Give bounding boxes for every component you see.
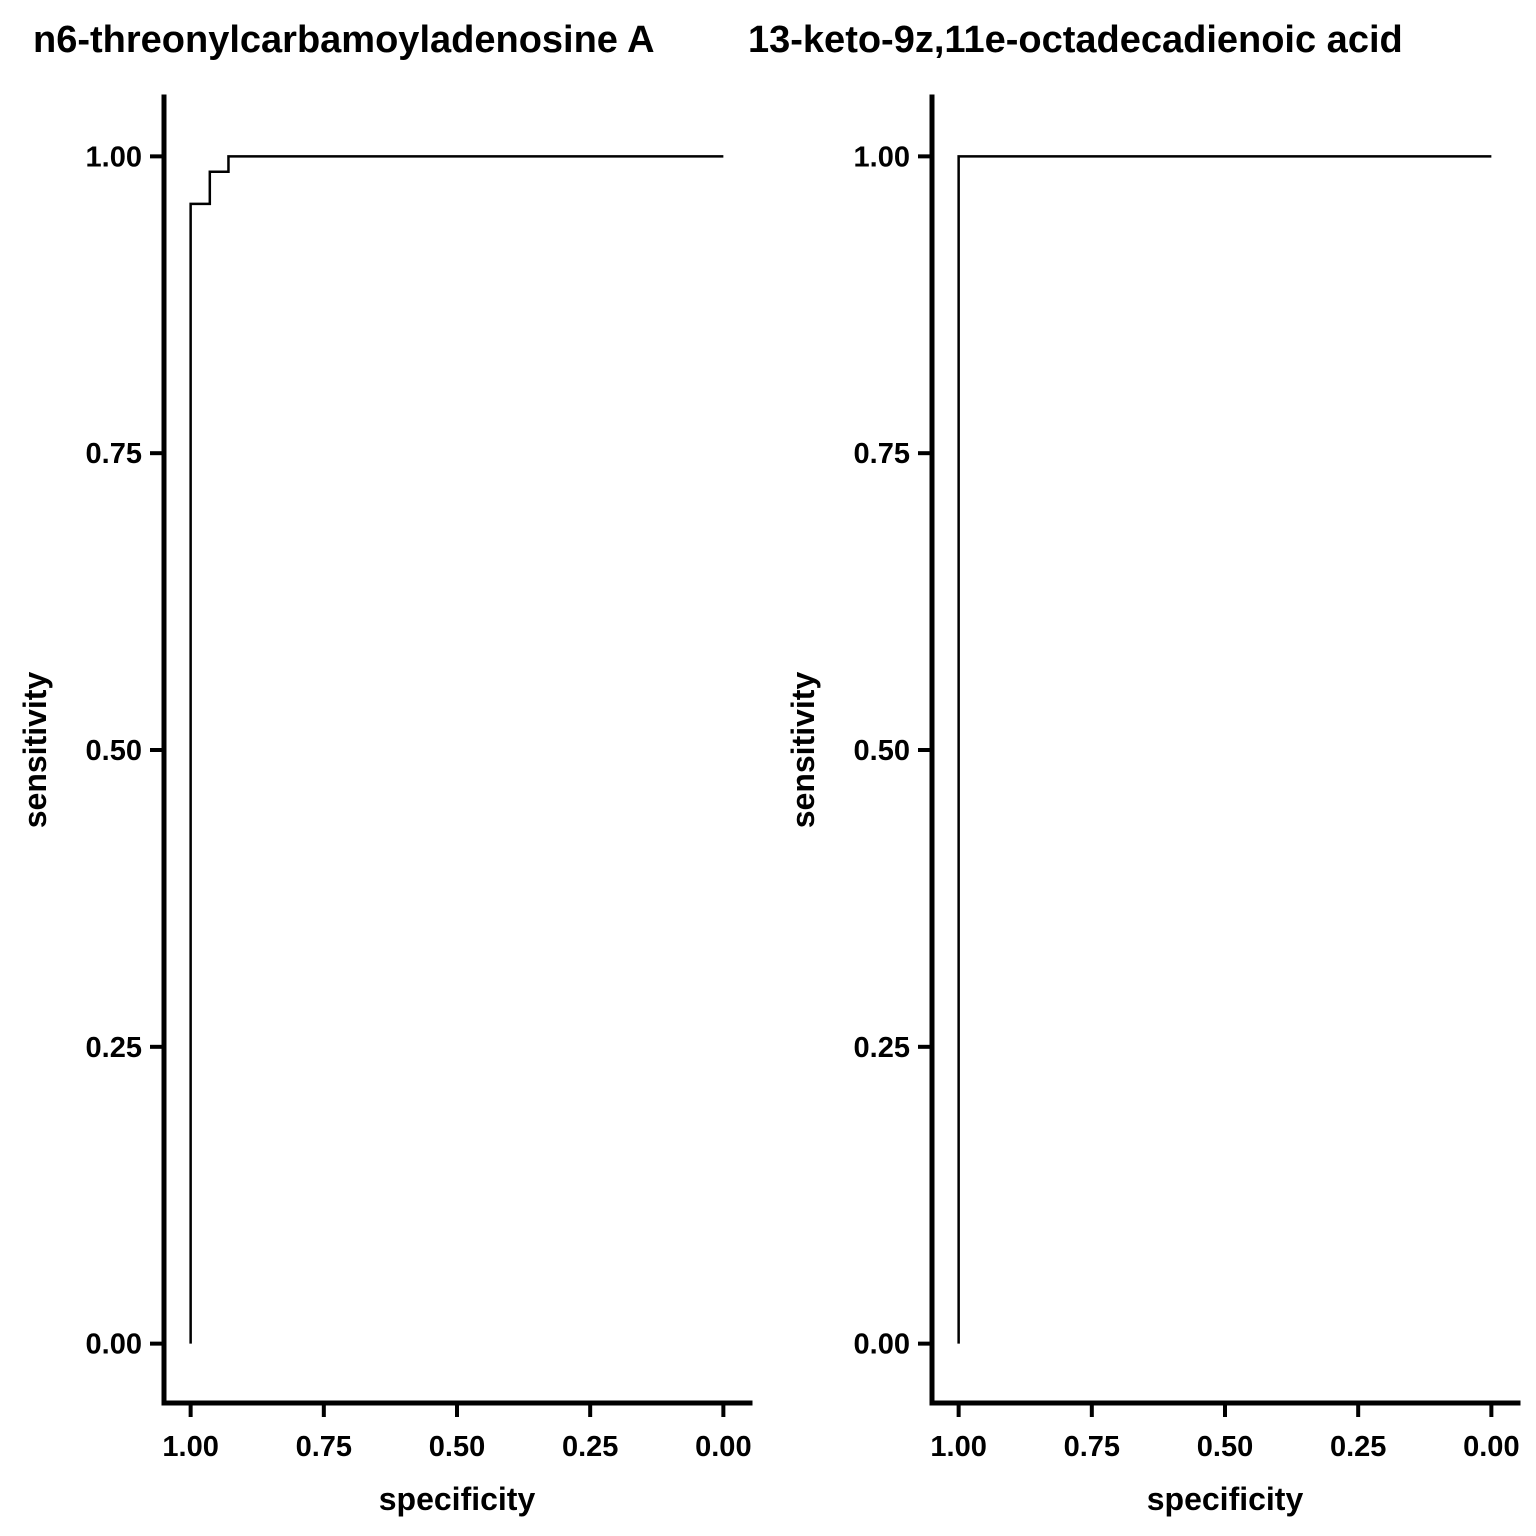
panel-1-y-tick-label: 0.50 [86,735,142,767]
panel-1-x-tick-label: 0.25 [562,1431,618,1463]
panel-1-x-tick-label: 0.00 [695,1431,751,1463]
panel-2-x-tick-label: 0.25 [1330,1431,1386,1463]
panel-2-y-tick-label: 0.75 [854,438,910,470]
panel-1-x-tick-label: 0.50 [429,1431,485,1463]
panel-1-y-ticks: 0.00 0.25 0.50 0.75 1.00 [86,141,164,1361]
panel-2-roc-curve [957,155,1492,1344]
roc-panel-1: n6-threonylcarbamoyladenosine A 0.00 0.25… [17,19,753,1517]
panel-2-y-tick-label: 0.00 [854,1329,910,1361]
panel-1-x-axis-label: specificity [379,1481,536,1517]
panel-1-y-tick-label: 0.75 [86,438,142,470]
panel-2-x-ticks: 1.00 0.75 0.50 0.25 0.00 [930,1403,1520,1463]
panel-1-y-tick-label: 0.00 [86,1329,142,1361]
panel-2-x-tick-label: 0.75 [1064,1431,1120,1463]
panel-1-x-tick-label: 1.00 [162,1431,218,1463]
panel-2-title: 13-keto-9z,11e-octadecadienoic acid [748,19,1403,61]
panel-1-y-axis-label: sensitivity [17,672,53,829]
panel-2-x-tick-label: 1.00 [930,1431,986,1463]
panel-1-y-tick-label: 1.00 [86,141,142,173]
panel-1-y-tick-label: 0.25 [86,1032,142,1064]
panel-2-x-tick-label: 0.00 [1463,1431,1519,1463]
panel-1-roc-curve [189,155,724,1344]
panel-2-y-tick-label: 0.50 [854,735,910,767]
panel-1-x-ticks: 1.00 0.75 0.50 0.25 0.00 [162,1403,752,1463]
panel-1-title: n6-threonylcarbamoyladenosine A [33,19,655,61]
panel-2-y-tick-label: 1.00 [854,141,910,173]
panel-1-x-tick-label: 0.75 [296,1431,352,1463]
roc-panel-2: 13-keto-9z,11e-octadecadienoic acid 0.00… [748,19,1521,1517]
panel-2-x-axis-label: specificity [1147,1481,1304,1517]
panel-2-y-ticks: 0.00 0.25 0.50 0.75 1.00 [854,141,932,1361]
panel-2-y-tick-label: 0.25 [854,1032,910,1064]
panel-2-y-axis-label: sensitivity [785,672,821,829]
panel-2-x-tick-label: 0.50 [1197,1431,1253,1463]
